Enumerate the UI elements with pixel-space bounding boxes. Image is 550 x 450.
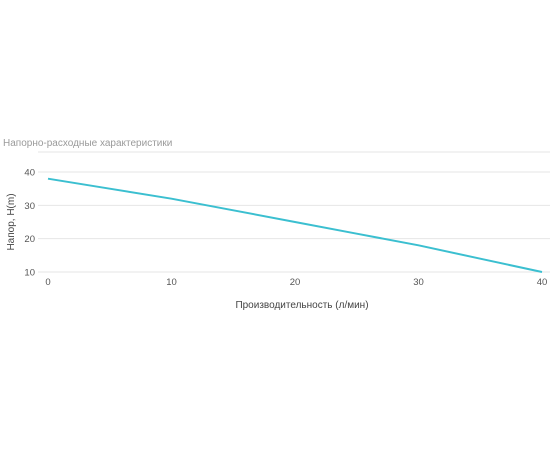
x-tick-labels: 0 10 20 30 40 (45, 277, 547, 288)
x-tick-label: 0 (45, 277, 50, 288)
x-tick-label: 20 (290, 277, 301, 288)
x-tick-label: 40 (537, 277, 548, 288)
y-tick-label: 40 (24, 168, 35, 179)
y-tick-label: 10 (24, 268, 35, 279)
series-line (47, 177, 543, 273)
chart-title: Напорно-расходные характеристики (3, 138, 173, 149)
y-tick-label: 30 (24, 201, 35, 212)
grid-lines (38, 151, 550, 273)
series-group (47, 177, 543, 273)
y-tick-label: 20 (24, 234, 35, 245)
x-tick-label: 30 (413, 277, 424, 288)
x-tick-label: 10 (166, 277, 177, 288)
x-axis-label: Производительность (л/мин) (235, 300, 368, 311)
y-tick-labels: 10 20 30 40 (24, 168, 35, 279)
y-axis-label: Напор, H(m) (6, 193, 17, 250)
